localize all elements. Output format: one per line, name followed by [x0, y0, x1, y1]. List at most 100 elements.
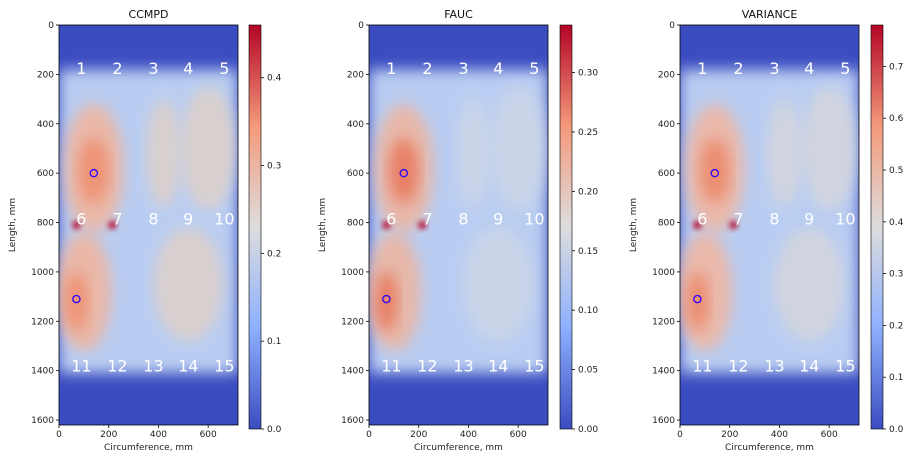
y-tick-label: 1200	[31, 317, 54, 327]
sensor-label: 15	[835, 357, 855, 376]
heatmap-blob	[78, 138, 109, 203]
y-tick-label: 0	[48, 21, 54, 31]
y-tick-label: 1000	[341, 268, 364, 278]
chart-title: FAUC	[444, 8, 473, 21]
heatmap-blob	[456, 99, 491, 208]
sensor-label: 5	[219, 59, 229, 78]
colorbar	[559, 24, 573, 430]
y-tick-label: 400	[347, 120, 364, 130]
sensor-label: 3	[769, 59, 779, 78]
x-tick-label: 600	[821, 430, 838, 440]
sensor-label: 9	[804, 210, 814, 229]
colorbar-tick-label: 0.4	[889, 218, 904, 228]
sensor-label: 3	[148, 59, 158, 78]
colorbar	[870, 24, 884, 430]
heatmap-blob	[801, 86, 857, 211]
sensor-label: 10	[835, 210, 855, 229]
y-tick-label: 1600	[31, 416, 54, 426]
sensor-label: 11	[381, 357, 401, 376]
colorbar-tick-label: 0.10	[578, 306, 598, 316]
x-tick-label: 200	[100, 430, 117, 440]
sensor-label: 8	[458, 210, 468, 229]
heatmap-blob	[774, 227, 845, 342]
sensor-label: 14	[178, 357, 198, 376]
x-tick-label: 0	[56, 430, 62, 440]
sensor-label: 15	[524, 357, 544, 376]
sensor-label: 10	[524, 210, 544, 229]
colorbar-tick-label: 0.1	[889, 373, 903, 383]
sensor-label: 4	[183, 59, 193, 78]
y-tick-label: 1200	[341, 317, 364, 327]
sensor-label: 8	[148, 210, 158, 229]
colorbar-tick-label: 0.20	[578, 187, 598, 197]
y-tick-label: 1600	[341, 416, 364, 426]
y-tick-label: 600	[347, 169, 364, 179]
colorbar-tick-label: 0.15	[578, 247, 598, 257]
y-tick-label: 400	[658, 120, 675, 130]
sensor-label: 8	[769, 210, 779, 229]
y-tick-label: 200	[347, 70, 364, 80]
sensor-label: 5	[840, 59, 850, 78]
y-axis-label: Length, mm	[8, 198, 18, 252]
sensor-label: 3	[458, 59, 468, 78]
hot-spot	[418, 221, 427, 229]
sensor-label: 13	[764, 357, 784, 376]
y-tick-label: 200	[37, 70, 54, 80]
y-tick-label: 200	[658, 70, 675, 80]
colorbar-tick-label: 0.7	[889, 62, 903, 72]
x-tick-label: 0	[677, 430, 683, 440]
marker-circle	[72, 294, 81, 304]
colorbar-tick-label: 0.3	[267, 162, 281, 172]
hot-spot	[693, 221, 702, 229]
x-tick-label: 200	[410, 430, 427, 440]
heatmap-blob	[686, 271, 709, 332]
sensor-label: 11	[692, 357, 712, 376]
x-axis-label: Circumference, mm	[104, 443, 193, 453]
heatmap-blob	[490, 86, 546, 211]
sensor-label: 4	[493, 59, 503, 78]
sensor-label: 6	[697, 210, 707, 229]
heatmap-blob	[146, 99, 181, 208]
sensor-label: 14	[799, 357, 819, 376]
heatmap-blob	[375, 271, 398, 332]
y-tick-label: 1000	[31, 268, 54, 278]
colorbar-tick-label: 0.00	[578, 425, 598, 435]
colorbar-tick-label: 0.2	[889, 321, 903, 331]
heatmap-blob	[180, 86, 236, 211]
sensor-label: 2	[733, 59, 743, 78]
sensor-label: 7	[733, 210, 743, 229]
sensor-label: 11	[71, 357, 91, 376]
sensor-label: 10	[214, 210, 234, 229]
y-tick-label: 600	[37, 169, 54, 179]
x-tick-label: 0	[366, 430, 372, 440]
x-tick-label: 200	[721, 430, 738, 440]
x-tick-label: 400	[460, 430, 477, 440]
x-tick-label: 400	[771, 430, 788, 440]
y-axis-label: Length, mm	[629, 198, 639, 252]
sensor-label: 12	[728, 357, 748, 376]
x-tick-label: 600	[510, 430, 527, 440]
heatmap-blob	[153, 227, 224, 342]
sensor-label: 1	[697, 59, 707, 78]
sensor-label: 2	[112, 59, 122, 78]
heatmap-blob	[767, 99, 802, 208]
hot-spot	[382, 221, 391, 229]
axes-frame	[368, 24, 549, 426]
colorbar-tick-label: 0.25	[578, 128, 598, 138]
sensor-label: 15	[214, 357, 234, 376]
heatmap-blob	[65, 271, 88, 332]
x-tick-label: 400	[150, 430, 167, 440]
colorbar-tick-label: 0.05	[578, 366, 598, 376]
axes-frame	[58, 24, 239, 426]
sensor-label: 12	[107, 357, 127, 376]
sensor-label: 1	[76, 59, 86, 78]
y-tick-label: 1400	[652, 367, 675, 377]
sensor-label: 13	[143, 357, 163, 376]
colorbar-tick-label: 0.1	[267, 337, 281, 347]
y-tick-label: 800	[347, 219, 364, 229]
